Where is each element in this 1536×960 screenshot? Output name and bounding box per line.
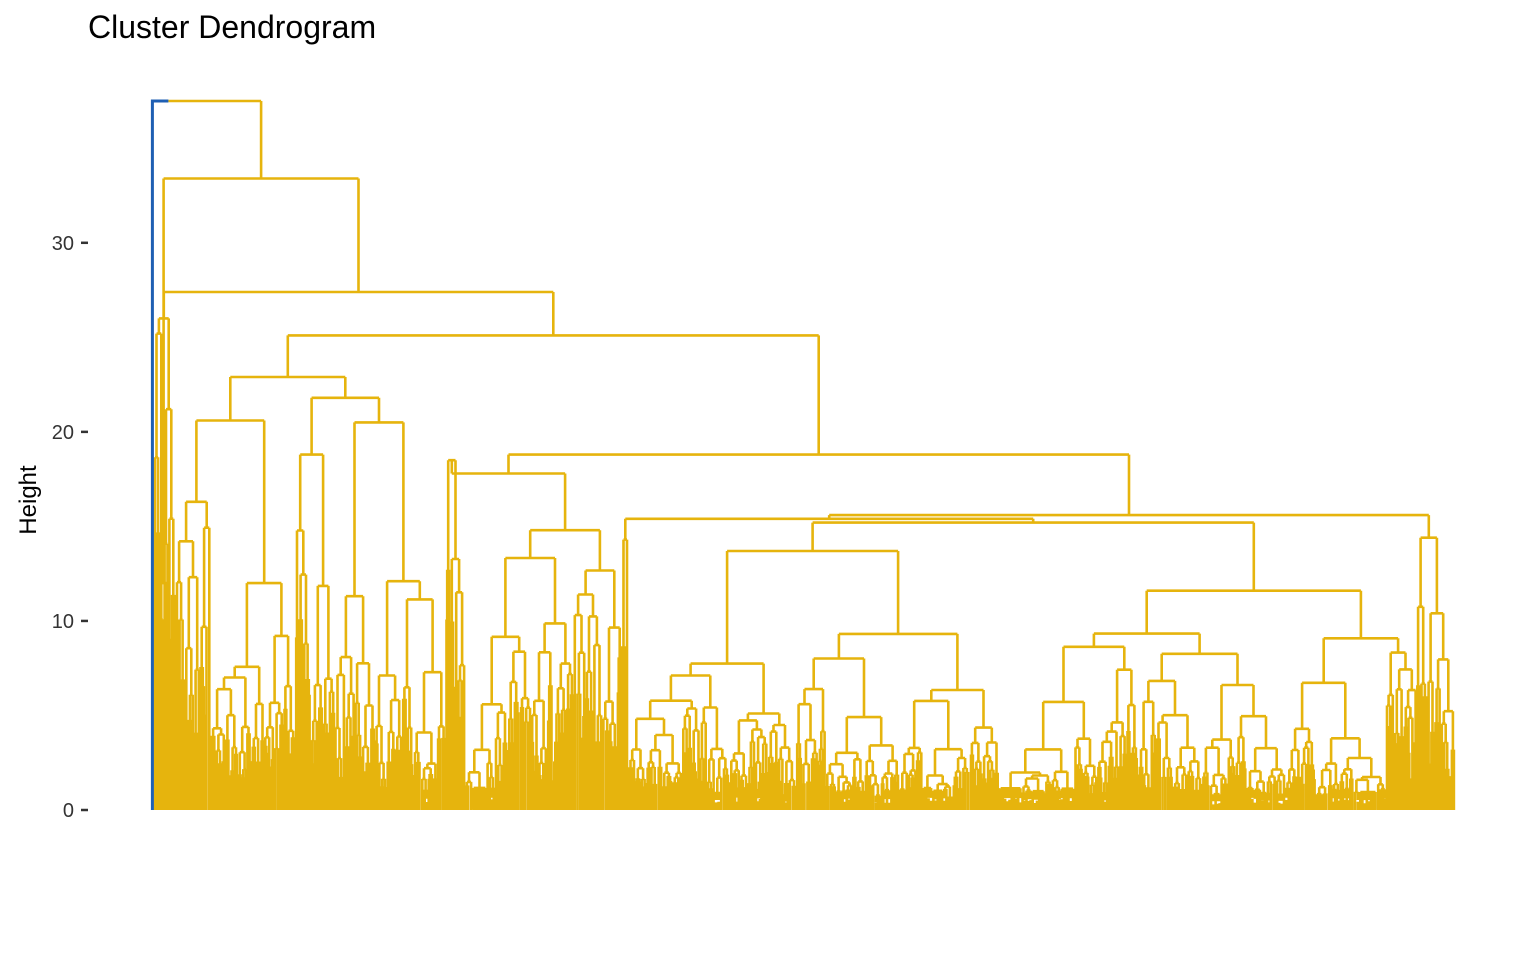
y-tick-label: 10 [52,611,74,633]
y-tick-label: 30 [52,233,74,255]
y-axis-label: Height [15,465,42,535]
y-tick-label: 0 [63,800,74,822]
dendrogram-tree [150,99,1456,810]
root-merge-branch [168,99,263,179]
y-tick-label: 20 [52,422,74,444]
cluster-2-branches [153,177,1456,810]
cluster-1-branch [150,99,169,810]
y-axis: 0 10 20 30 [52,233,88,822]
chart-title: Cluster Dendrogram [88,9,376,45]
